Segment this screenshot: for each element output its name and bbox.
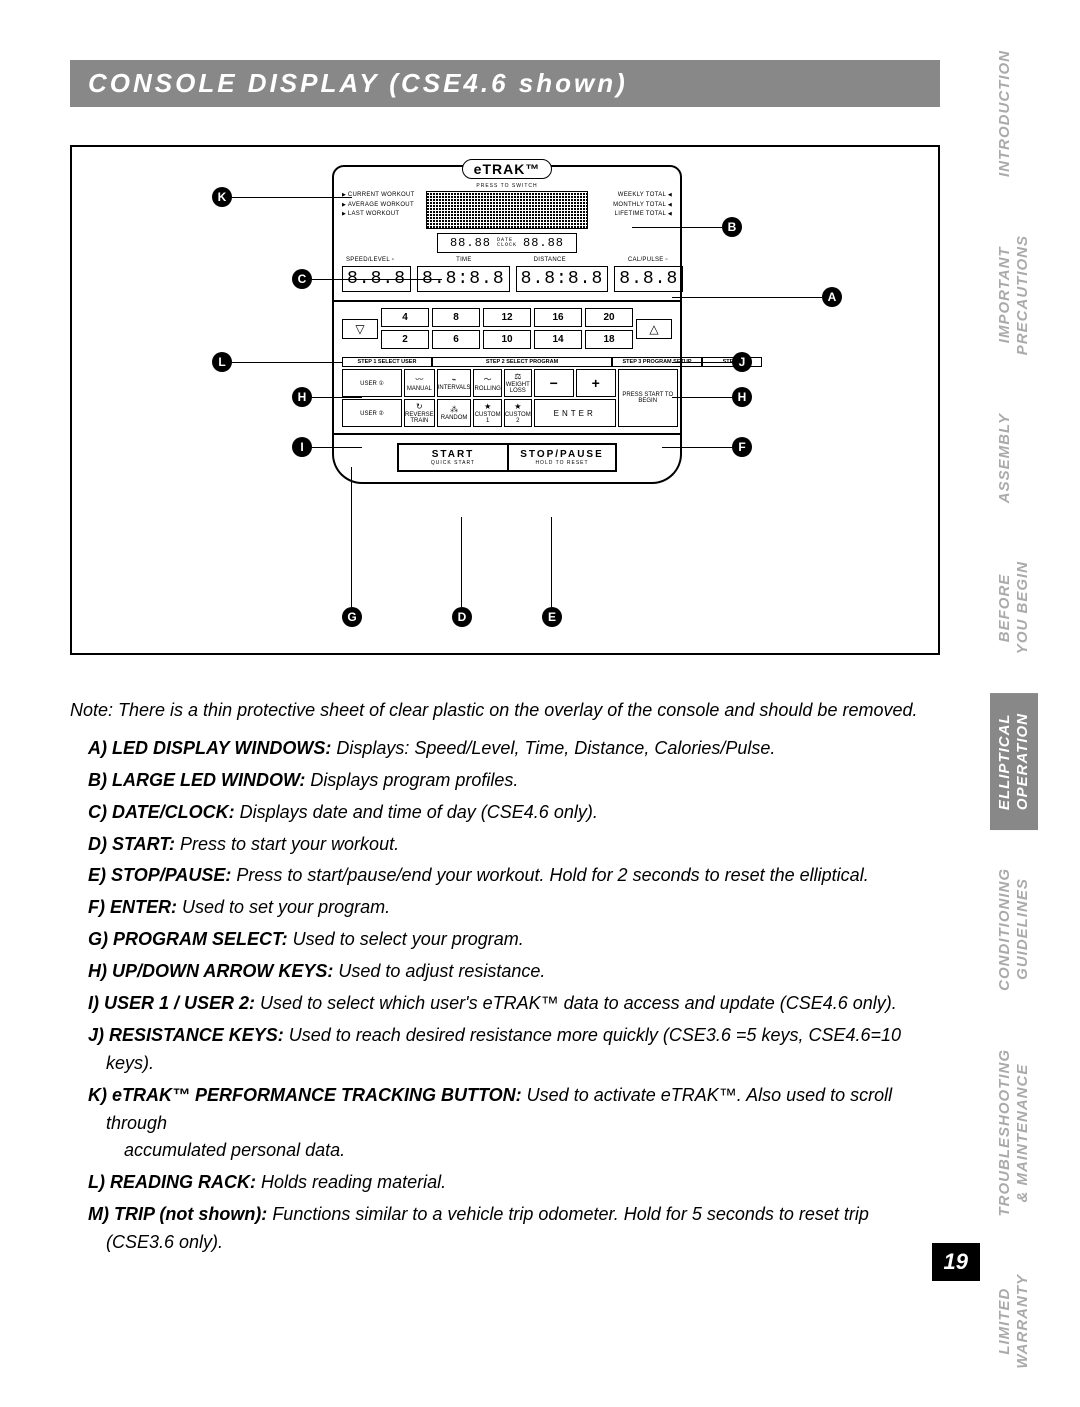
stop-pause-button[interactable]: STOP/PAUSE HOLD TO RESET	[507, 443, 617, 472]
res-6[interactable]: 6	[432, 330, 480, 349]
feature-item: H) UP/DOWN ARROW KEYS: Used to adjust re…	[88, 958, 940, 986]
step-labels: STEP 1 SELECT USER STEP 2 SELECT PROGRAM…	[342, 357, 672, 367]
page-number: 19	[932, 1243, 980, 1281]
program-select: USER ① 〰MANUAL ⌁INTERVALS 〜ROLLING ⚖WEIG…	[342, 369, 672, 427]
res-8[interactable]: 8	[432, 308, 480, 327]
callout-B: B	[632, 217, 742, 237]
feature-item: B) LARGE LED WINDOW: Displays program pr…	[88, 767, 940, 795]
left-workout-labels: CURRENT WORKOUT AVERAGE WORKOUT LAST WOR…	[342, 191, 420, 220]
down-arrow-key[interactable]: ▽	[342, 319, 378, 339]
date-clock: 88.88 DATECLOCK 88.88	[437, 233, 577, 253]
feature-item: D) START: Press to start your workout.	[88, 831, 940, 859]
side-tabs: INTRODUCTION IMPORTANTPRECAUTIONS ASSEMB…	[990, 30, 1080, 1407]
feature-item: K) eTRAK™ PERFORMANCE TRACKING BUTTON: U…	[88, 1082, 940, 1166]
press-to-switch: PRESS TO SWITCH	[342, 183, 672, 189]
callout-H-right: H	[672, 387, 752, 407]
tab-troubleshooting: TROUBLESHOOTING& MAINTENANCE	[990, 1029, 1038, 1237]
tab-before: BEFOREYOU BEGIN	[990, 541, 1038, 674]
res-14[interactable]: 14	[534, 330, 582, 349]
right-total-labels: WEEKLY TOTAL MONTHLY TOTAL LIFETIME TOTA…	[594, 191, 672, 220]
callout-C: C	[292, 269, 442, 289]
console: eTRAK™ PRESS TO SWITCH CURRENT WORKOUT A…	[332, 165, 682, 484]
callout-K: K	[212, 187, 352, 207]
callout-E: E	[542, 607, 562, 627]
note-text: Note: There is a thin protective sheet o…	[70, 697, 940, 725]
page-title: CONSOLE DISPLAY (CSE4.6 shown)	[70, 60, 940, 107]
description-text: Note: There is a thin protective sheet o…	[70, 697, 940, 1257]
prog-reverse[interactable]: ↻REVERSE TRAIN	[404, 399, 435, 427]
feature-item: E) STOP/PAUSE: Press to start/pause/end …	[88, 862, 940, 890]
feature-item: L) READING RACK: Holds reading material.	[88, 1169, 940, 1197]
res-2[interactable]: 2	[381, 330, 429, 349]
tab-introduction: INTRODUCTION	[990, 30, 1020, 197]
feature-item: I) USER 1 / USER 2: Used to select which…	[88, 990, 940, 1018]
prog-random[interactable]: ⁂RANDOM	[437, 399, 472, 427]
feature-item: M) TRIP (not shown): Functions similar t…	[88, 1201, 940, 1257]
tab-elliptical: ELLIPTICALOPERATION	[990, 693, 1038, 830]
feature-item: F) ENTER: Used to set your program.	[88, 894, 940, 922]
up-arrow-key[interactable]: △	[636, 319, 672, 339]
prog-intervals[interactable]: ⌁INTERVALS	[437, 369, 472, 397]
metric-labels: SPEED/LEVEL ▫ TIME DISTANCE CAL/PULSE ▫	[342, 257, 672, 263]
callout-L: L	[212, 352, 342, 372]
tab-warranty: LIMITEDWARRANTY	[990, 1254, 1038, 1389]
res-20[interactable]: 20	[585, 308, 633, 327]
res-10[interactable]: 10	[483, 330, 531, 349]
prog-custom1[interactable]: ★CUSTOM 1	[473, 399, 501, 427]
plus-button[interactable]: +	[576, 369, 616, 397]
feature-list: A) LED DISPLAY WINDOWS: Displays: Speed/…	[70, 735, 940, 1257]
tab-conditioning: CONDITIONINGGUIDELINES	[990, 848, 1038, 1011]
res-18[interactable]: 18	[585, 330, 633, 349]
feature-item: A) LED DISPLAY WINDOWS: Displays: Speed/…	[88, 735, 940, 763]
resistance-keys: ▽ 4 8 12 16 20 △ 2 6 10 14 18	[342, 308, 672, 349]
tab-precautions: IMPORTANTPRECAUTIONS	[990, 215, 1038, 375]
res-12[interactable]: 12	[483, 308, 531, 327]
callout-F: F	[662, 437, 752, 457]
callout-J: J	[672, 352, 752, 372]
callout-G: G	[342, 607, 362, 627]
feature-item: G) PROGRAM SELECT: Used to select your p…	[88, 926, 940, 954]
minus-button[interactable]: −	[534, 369, 574, 397]
prog-rolling[interactable]: 〜ROLLING	[473, 369, 501, 397]
callout-D: D	[452, 607, 472, 627]
start-button[interactable]: START QUICK START	[397, 443, 507, 472]
callout-A: A	[672, 287, 842, 307]
res-4[interactable]: 4	[381, 308, 429, 327]
tab-assembly: ASSEMBLY	[990, 393, 1020, 523]
press-start-label: PRESS START TO BEGIN	[618, 369, 678, 427]
callout-I: I	[292, 437, 362, 457]
callout-H-left: H	[292, 387, 362, 407]
res-16[interactable]: 16	[534, 308, 582, 327]
enter-button[interactable]: ENTER	[534, 399, 616, 427]
feature-item: J) RESISTANCE KEYS: Used to reach desire…	[88, 1022, 940, 1078]
prog-custom2[interactable]: ★CUSTOM 2	[504, 399, 532, 427]
etrak-logo: eTRAK™	[462, 159, 552, 179]
prog-manual[interactable]: 〰MANUAL	[404, 369, 435, 397]
large-led-window	[426, 191, 588, 229]
console-diagram: eTRAK™ PRESS TO SWITCH CURRENT WORKOUT A…	[70, 145, 940, 655]
feature-item: C) DATE/CLOCK: Displays date and time of…	[88, 799, 940, 827]
prog-weightloss[interactable]: ⚖WEIGHT LOSS	[504, 369, 532, 397]
